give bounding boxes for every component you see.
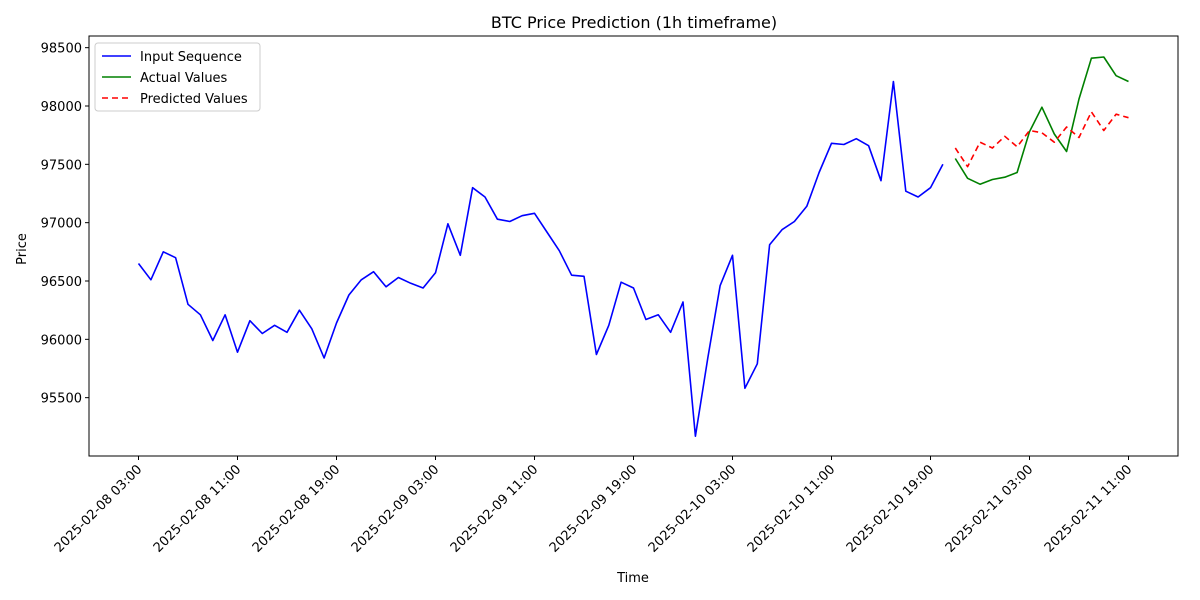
legend-label: Actual Values — [140, 71, 228, 86]
legend-label: Input Sequence — [140, 50, 242, 65]
series-line-predicted-values — [954, 111, 1129, 168]
series-layer — [137, 56, 1129, 438]
legend-box — [94, 42, 261, 112]
plot-frame — [88, 35, 1179, 457]
y-tick-label: 98000 — [41, 100, 82, 115]
x-tick-label: 2025-02-08 03:00 — [52, 462, 145, 555]
y-axis-label: Price — [15, 233, 30, 265]
x-tick-label: 2025-02-09 19:00 — [547, 462, 640, 555]
y-tick-label: 96000 — [41, 333, 82, 348]
y-tick-label: 97000 — [41, 217, 82, 232]
x-tick-label: 2025-02-08 19:00 — [250, 462, 343, 555]
y-tick-label: 98500 — [41, 42, 82, 57]
x-tick-label: 2025-02-11 03:00 — [943, 462, 1036, 555]
x-tick-label: 2025-02-11 11:00 — [1042, 462, 1135, 555]
x-axis-label: Time — [616, 571, 649, 586]
series-line-input-sequence — [137, 80, 944, 438]
y-tick-label: 95500 — [41, 392, 82, 407]
legend: Input Sequence Actual Values Predicted Val… — [94, 42, 261, 112]
x-tick-label: 2025-02-10 03:00 — [646, 462, 739, 555]
legend-label: Predicted Values — [140, 92, 248, 107]
x-tick-label: 2025-02-09 03:00 — [349, 462, 442, 555]
x-tick-label: 2025-02-09 11:00 — [448, 462, 541, 555]
y-tick-label: 97500 — [41, 158, 82, 173]
x-tick-label: 2025-02-10 11:00 — [745, 462, 838, 555]
chart-title: BTC Price Prediction (1h timeframe) — [491, 13, 777, 32]
series-line-actual-values — [954, 56, 1129, 185]
x-tick-label: 2025-02-08 11:00 — [151, 462, 244, 555]
x-tick-label: 2025-02-10 19:00 — [844, 462, 937, 555]
y-tick-label: 96500 — [41, 275, 82, 290]
